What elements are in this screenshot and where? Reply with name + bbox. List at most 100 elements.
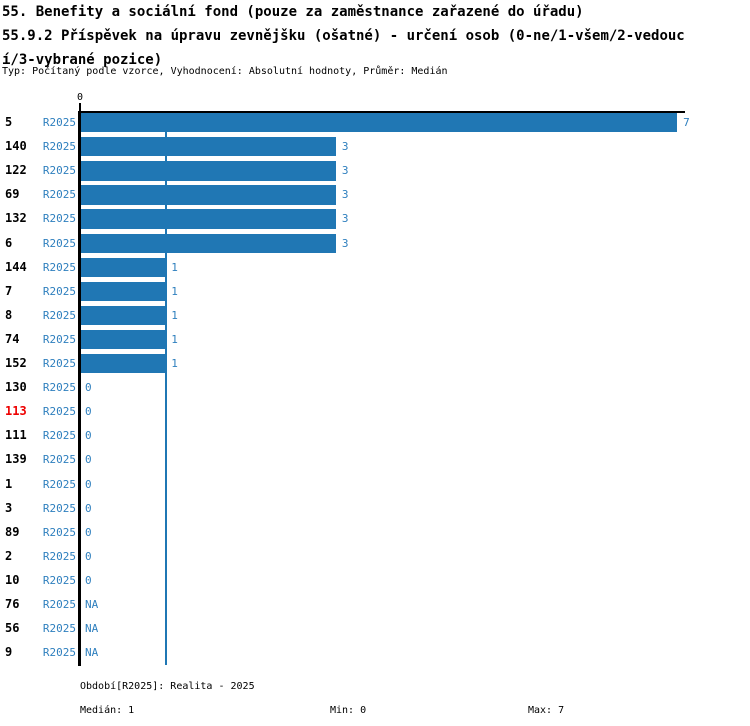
row-value-label: NA [85,646,99,660]
row-id-label: 56 [5,621,20,636]
row-id-label: 130 [5,380,27,395]
row-period-label: R2025 [42,646,76,660]
bar-row: 144 R2025 1 [0,257,750,282]
row-id-label: 10 [5,572,20,587]
row-value-label: 1 [171,357,178,370]
row-period-label: R2025 [42,622,76,636]
row-value-label: NA [85,622,99,636]
row-value-label: NA [85,598,99,611]
row-period-label: R2025 [42,405,76,419]
row-id-label: 3 [5,500,13,515]
row-value-label: 1 [171,308,178,322]
row-id-label: 8 [5,307,13,322]
bar-row: 122 R2025 3 [0,161,750,185]
row-period-label: R2025 [42,332,76,346]
footer-median-label: Medián: 1 [80,705,135,716]
row-id-label: 6 [5,235,13,250]
row-value-label: 0 [85,573,92,587]
row-period-label: R2025 [42,429,76,443]
row-period-label: R2025 [42,308,76,322]
bar-row: 7 R2025 1 [0,281,750,306]
bar-row: 3 R2025 0 [0,499,750,523]
row-value-label: 0 [85,549,92,563]
row-value-label: 3 [341,140,349,154]
row-value-label: 3 [341,164,349,178]
footer-max-label: Max: 7 [528,705,565,716]
bar[interactable] [81,185,336,205]
row-id-label: 74 [5,331,20,346]
footer-period-label: Období[R2025]: Realita - 2025 [80,681,255,692]
bar[interactable] [81,137,336,157]
row-period-label: R2025 [42,453,76,467]
chart-subtitle: Typ: Počítaný podle vzorce, Vyhodnocení:… [2,66,448,77]
row-period-label: R2025 [42,381,76,395]
bar-row: 113 R2025 0 [0,402,750,426]
footer-min-label: Min: 0 [330,705,367,716]
row-value-label: 1 [171,284,178,298]
row-id-label: 144 [5,259,27,274]
row-period-label: R2025 [42,212,76,226]
chart-title-line-3: í/3-vybrané pozice) [2,52,163,68]
row-value-label: 1 [171,332,178,346]
bar[interactable] [81,257,166,277]
row-period-label: R2025 [42,188,76,202]
row-value-label: 0 [85,381,92,395]
row-id-label: 140 [5,139,27,154]
bar[interactable] [81,209,336,229]
x-axis-tick-mark [79,103,81,111]
row-value-label: 0 [85,477,92,491]
bar[interactable] [81,329,166,350]
row-period-label: R2025 [42,116,76,129]
bar-row: 139 R2025 0 [0,450,750,474]
row-period-label: R2025 [42,573,76,587]
row-id-label: 132 [5,211,27,226]
row-period-label: R2025 [42,236,76,250]
bar-row: 152 R2025 1 [0,354,750,378]
row-value-label: 1 [171,260,178,274]
bar-row: 6 R2025 3 [0,233,750,258]
bar-row: 89 R2025 0 [0,523,750,547]
row-id-label: 139 [5,452,27,467]
bar[interactable] [81,305,166,326]
row-id-label: 111 [5,428,27,443]
row-id-label: 1 [5,476,13,491]
row-value-label: 3 [341,188,349,202]
bar[interactable] [81,281,166,302]
row-id-label: 76 [5,597,20,611]
bar-row: 111 R2025 0 [0,426,750,450]
row-id-label: 69 [5,187,20,202]
bar-row: 2 R2025 0 [0,547,750,571]
chart-title-line-1: 55. Benefity a sociální fond (pouze za z… [2,4,584,20]
chart-title-line-2: 55.9.2 Příspěvek na úpravu zevnějšku (oš… [2,28,685,44]
row-period-label: R2025 [42,140,76,154]
row-period-label: R2025 [42,260,76,274]
bar-row: 74 R2025 1 [0,329,750,354]
bar[interactable] [81,233,336,253]
row-value-label: 0 [85,429,92,443]
bar[interactable] [81,113,678,133]
row-value-label: 3 [341,212,349,226]
row-period-label: R2025 [42,357,76,370]
row-id-label: 2 [5,548,13,563]
row-period-label: R2025 [42,598,76,611]
bar-row: 56 R2025 NA [0,619,750,643]
row-id-label: 122 [5,163,27,178]
row-value-label: 3 [341,236,349,250]
bar-row: 130 R2025 0 [0,378,750,402]
row-id-label: 9 [5,645,13,660]
x-axis-tick-label-zero: 0 [76,92,84,103]
row-id-label: 152 [5,356,27,370]
bar[interactable] [81,161,336,181]
row-value-label: 0 [85,453,92,467]
bar-row: 10 R2025 0 [0,571,750,595]
bar[interactable] [81,354,166,374]
row-period-label: R2025 [42,549,76,563]
row-value-label: 0 [85,501,92,515]
bar-row: 8 R2025 1 [0,305,750,330]
bar-row: 5 R2025 7 [0,113,750,137]
row-period-label: R2025 [42,284,76,298]
bar-row: 140 R2025 3 [0,137,750,161]
row-id-label: 89 [5,524,20,539]
row-value-label: 0 [85,525,92,539]
